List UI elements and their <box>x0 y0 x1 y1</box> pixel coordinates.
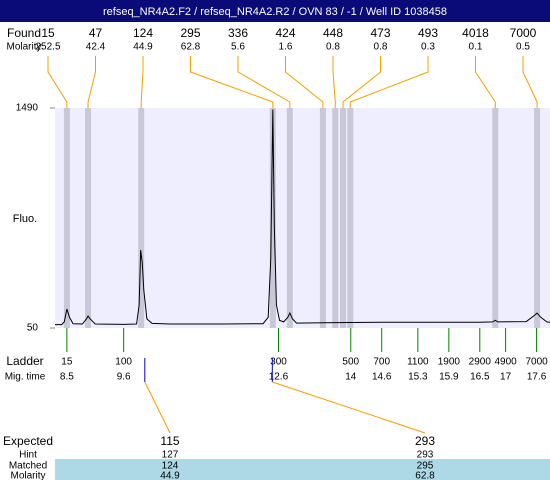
title-bar <box>0 0 550 22</box>
ladder-size: 300 <box>270 357 287 368</box>
found-molarity: 5.6 <box>231 42 245 53</box>
row-label: Hint <box>19 450 37 461</box>
found-molarity: 44.9 <box>133 42 153 53</box>
expected-value: 293 <box>417 450 434 461</box>
ladder-mig-time: 14.6 <box>372 372 392 383</box>
expected-connector <box>144 381 171 434</box>
ladder-mig-time: 14 <box>345 372 357 383</box>
peak-band <box>138 108 145 328</box>
ladder-size: 1900 <box>438 357 461 368</box>
ladder-size: 700 <box>373 357 390 368</box>
ladder-mig-time: 9.6 <box>117 372 131 383</box>
peak-band <box>492 108 499 328</box>
found-molarity: 0.5 <box>516 42 530 53</box>
y-tick-label: 1490 <box>16 103 39 114</box>
found-size: 47 <box>89 26 103 40</box>
found-molarity: 0.8 <box>326 42 340 53</box>
ladder-size: 100 <box>115 357 132 368</box>
expected-value: 62.8 <box>415 471 435 480</box>
peak-connector <box>342 56 381 108</box>
expected-value: 127 <box>162 450 179 461</box>
y-axis-label: Fluo. <box>13 213 37 225</box>
found-molarity: 1.6 <box>279 42 293 53</box>
trace <box>55 109 550 326</box>
ladder-size: 4900 <box>494 357 517 368</box>
peak-connector <box>522 56 538 108</box>
found-molarity: 42.4 <box>86 42 106 53</box>
plot-area <box>55 108 550 328</box>
expected-connector <box>272 381 426 434</box>
peak-band <box>340 108 347 328</box>
ladder-size: 15 <box>61 357 73 368</box>
ladder-mig-time: 12.6 <box>269 372 289 383</box>
ladder-label: Ladder <box>6 354 43 368</box>
found-size: 424 <box>275 26 295 40</box>
found-size: 295 <box>180 26 200 40</box>
peak-connector <box>190 56 274 108</box>
ladder-mig-time: 16.5 <box>470 372 490 383</box>
found-size: 473 <box>370 26 390 40</box>
title: refseq_NR4A2.F2 / refseq_NR4A2.R2 / OVN … <box>103 6 447 18</box>
found-size: 493 <box>418 26 438 40</box>
ladder-size: 1100 <box>407 357 429 368</box>
row-label: Matched <box>9 461 47 472</box>
expected-value: 44.9 <box>160 471 180 480</box>
peak-connector <box>349 56 429 108</box>
found-molarity: 252.5 <box>35 42 60 53</box>
ladder-mig-time: 15.9 <box>439 372 459 383</box>
found-size: 7000 <box>510 26 537 40</box>
peak-band <box>347 108 354 328</box>
found-molarity: 62.8 <box>181 42 201 53</box>
peak-band <box>85 108 92 328</box>
ladder-mig-time: 15.3 <box>408 372 428 383</box>
ladder-size: 500 <box>342 357 359 368</box>
ladder-size: 7000 <box>525 357 548 368</box>
peak-band <box>319 108 326 328</box>
found-size: 15 <box>41 26 55 40</box>
expected-value: 115 <box>160 434 179 448</box>
peak-band <box>332 108 339 328</box>
found-molarity: 0.3 <box>421 42 435 53</box>
molarity-label: Molarity <box>6 42 41 53</box>
y-tick-label: 50 <box>27 323 39 334</box>
found-molarity: 0.8 <box>374 42 388 53</box>
peak-band <box>63 108 70 328</box>
found-size: 124 <box>133 26 153 40</box>
found-label: Found <box>7 26 41 40</box>
peak-band <box>286 108 293 328</box>
peak-connector <box>332 56 336 108</box>
peak-connector <box>87 56 96 108</box>
row-label: Expected <box>3 434 53 448</box>
peak-band <box>534 108 541 328</box>
found-size: 336 <box>228 26 248 40</box>
row-label: Molarity <box>10 471 45 480</box>
peak-connector <box>47 56 68 108</box>
expected-value: 124 <box>162 461 179 472</box>
mig-time-label: Mig. time <box>5 372 46 383</box>
found-size: 4018 <box>462 26 489 40</box>
expected-value: 295 <box>417 461 434 472</box>
found-molarity: 0.1 <box>469 42 483 53</box>
ladder-mig-time: 8.5 <box>60 372 74 383</box>
peak-band <box>269 108 276 328</box>
peak-connector <box>140 56 144 108</box>
found-size: 448 <box>323 26 343 40</box>
peak-connector <box>475 56 496 108</box>
peak-connector <box>285 56 324 108</box>
peak-connector <box>237 56 291 108</box>
ladder-size: 2900 <box>469 357 492 368</box>
highlight-rows <box>55 459 550 480</box>
ladder-mig-time: 17.6 <box>527 372 547 383</box>
expected-value: 293 <box>415 434 435 448</box>
ladder-mig-time: 17 <box>500 372 512 383</box>
